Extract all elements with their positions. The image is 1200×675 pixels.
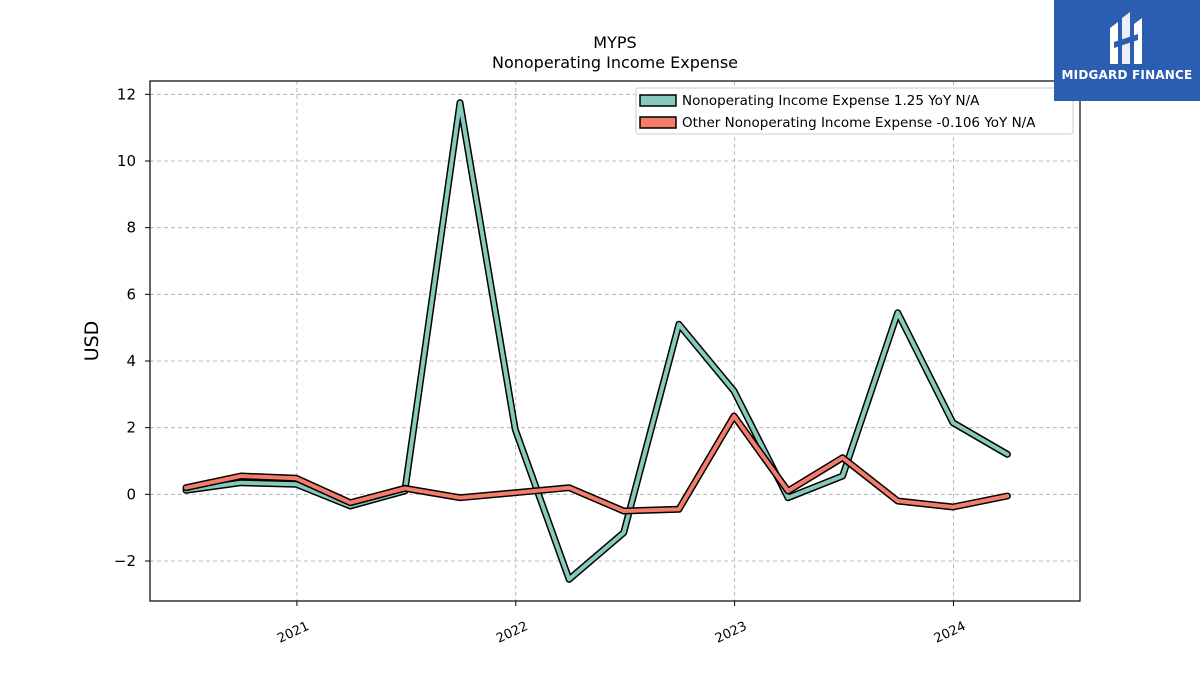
legend-entry: Other Nonoperating Income Expense -0.106… [682,115,1036,131]
brand-name: MIDGARD FINANCE [1061,68,1193,82]
brand-logo: MIDGARD FINANCE [1054,0,1200,101]
series-outline [182,412,1011,515]
legend-entry: Nonoperating Income Expense 1.25 YoY N/A [682,93,980,109]
logo-mark-icon [1110,12,1142,64]
legend: Nonoperating Income Expense 1.25 YoY N/A… [635,87,1074,135]
series-outline [182,99,1011,583]
y-axis: −2 0 2 4 6 8 10 12 [114,85,150,570]
plot-frame [149,80,1081,602]
grid-lines [150,81,1080,601]
series-lines [182,99,1011,583]
x-axis: 2021 2022 2023 2024 [275,601,968,647]
y-tick-label: 10 [117,152,136,170]
y-tick-label: −2 [114,552,136,570]
y-axis-label: USD [81,321,103,362]
legend-swatch [639,94,677,107]
x-tick-label: 2022 [494,619,530,647]
y-tick-label: 6 [126,285,136,303]
x-tick-label: 2023 [713,619,749,647]
x-tick-label: 2024 [932,619,968,647]
y-tick-label: 8 [126,219,136,237]
chart-title: MYPS [593,33,636,52]
y-tick-label: 0 [126,485,136,503]
legend-swatch [639,116,677,129]
legend-frame [635,87,1074,135]
y-tick-label: 12 [117,85,136,103]
y-tick-label: 4 [126,352,136,370]
series-line-1 [184,100,1010,582]
chart-subtitle: Nonoperating Income Expense [492,53,738,72]
series-line-2 [184,414,1010,513]
x-tick-label: 2021 [275,619,311,647]
y-tick-label: 2 [126,419,136,437]
